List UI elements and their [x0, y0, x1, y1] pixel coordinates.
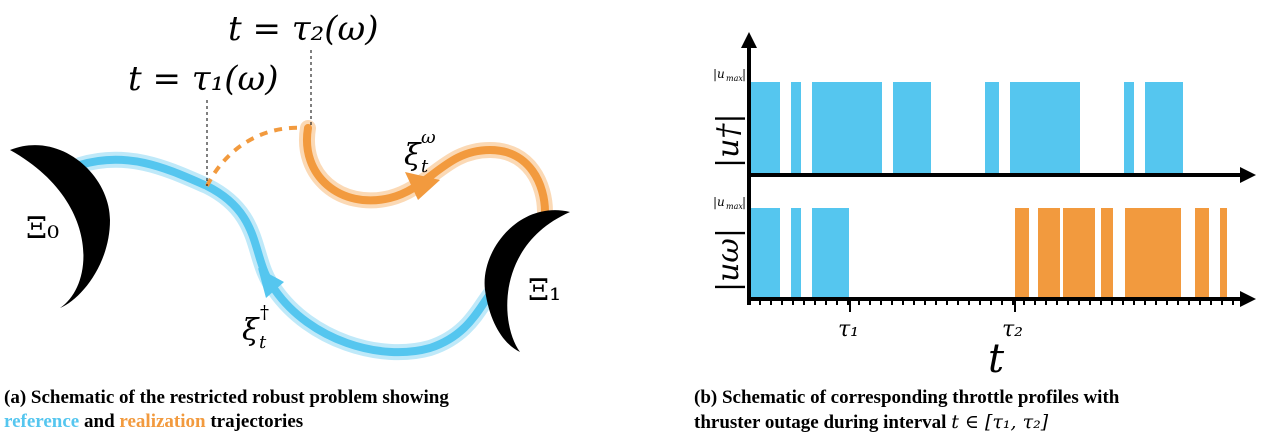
- xi-dagger-subscript: t: [259, 332, 267, 353]
- top-throttle-bars: [751, 82, 1183, 174]
- umax-top-sub: max: [726, 74, 743, 83]
- t-axis-label: t: [988, 336, 1005, 382]
- umax-bottom-label: |u max |: [713, 195, 746, 211]
- xi0-boundary: [10, 145, 110, 308]
- tau2-label: t = τ₂(ω): [228, 9, 378, 49]
- top-bar: [751, 82, 780, 174]
- umax-top-bar: |: [742, 67, 746, 81]
- xi-omega-superscript: ω: [421, 127, 436, 148]
- caption-b-line1: (b) Schematic of corresponding throttle …: [694, 387, 1120, 408]
- caption-a-reference: reference: [4, 411, 80, 432]
- caption-a-prefix: (a) Schematic of the restricted robust p…: [4, 387, 449, 408]
- xi1-label: Ξ₁: [528, 273, 561, 308]
- bottom-bar-orange: [1125, 208, 1181, 299]
- y-axis-arrow: [741, 32, 757, 48]
- bottom-bar-blue: [791, 208, 801, 299]
- bottom-bar-orange: [1015, 208, 1029, 299]
- bottom-bar-blue: [751, 208, 780, 299]
- top-bar: [893, 82, 931, 174]
- x-axis-ticks: [759, 299, 1234, 305]
- top-bar: [791, 82, 801, 174]
- xi0-label: Ξ₀: [26, 211, 59, 246]
- realization-jump-dashed: [205, 125, 306, 187]
- top-bar: [812, 82, 882, 174]
- panel-b-throttle: [741, 32, 1256, 312]
- xi-dagger-label: ξ † t: [242, 302, 269, 353]
- xi1-boundary: [484, 210, 570, 352]
- xi-omega-symbol: ξ: [404, 138, 422, 173]
- umax-bottom-bar: |: [742, 195, 746, 209]
- panel-a-trajectories: [10, 50, 570, 361]
- top-bar: [1145, 82, 1183, 174]
- caption-a-and: and: [79, 411, 120, 432]
- umax-bottom-u: |u: [713, 195, 725, 209]
- bottom-bar-orange: [1063, 208, 1095, 299]
- realization-trajectory: [302, 124, 549, 216]
- bottom-throttle-bars-reference: [751, 208, 849, 299]
- bottom-bar-orange: [1038, 208, 1060, 299]
- caption-b-math: t ∈ [τ₁, τ₂]: [951, 411, 1049, 433]
- top-x-axis-arrow: [1240, 167, 1256, 183]
- caption-b: (b) Schematic of corresponding throttle …: [694, 386, 1269, 435]
- bottom-throttle-bars-realization: [1015, 208, 1227, 299]
- bottom-x-axis-arrow: [1240, 291, 1256, 307]
- umax-bottom-sub: max: [726, 202, 743, 211]
- umax-top-u: |u: [713, 67, 725, 81]
- top-bar: [985, 82, 999, 174]
- caption-a-realization: realization: [119, 411, 206, 432]
- u-dagger-axis-label: |u†|: [711, 113, 746, 168]
- xi-dagger-superscript: †: [260, 302, 269, 323]
- bottom-bar-blue: [812, 208, 849, 299]
- tau1-tick-label: τ₁: [838, 317, 859, 342]
- realization-arrowhead: [405, 172, 440, 200]
- xi-dagger-symbol: ξ: [242, 313, 260, 348]
- bottom-bar-orange: [1195, 208, 1209, 299]
- bottom-bar-orange: [1220, 208, 1227, 299]
- xi-omega-label: ξ ω t: [404, 127, 436, 177]
- caption-a: (a) Schematic of the restricted robust p…: [4, 386, 604, 434]
- tau2-tick-label: τ₂: [1002, 317, 1023, 342]
- caption-b-line2: thruster outage during interval: [694, 412, 952, 433]
- caption-a-suffix: trajectories: [205, 411, 304, 432]
- top-bar: [1124, 82, 1134, 174]
- top-bar: [1010, 82, 1080, 174]
- umax-top-label: |u max |: [713, 67, 746, 83]
- u-omega-axis-label: |uω|: [711, 228, 746, 292]
- xi-omega-subscript: t: [421, 156, 429, 177]
- reference-arrowhead: [258, 268, 284, 298]
- bottom-bar-orange: [1101, 208, 1113, 299]
- tau1-label: t = τ₁(ω): [128, 59, 278, 99]
